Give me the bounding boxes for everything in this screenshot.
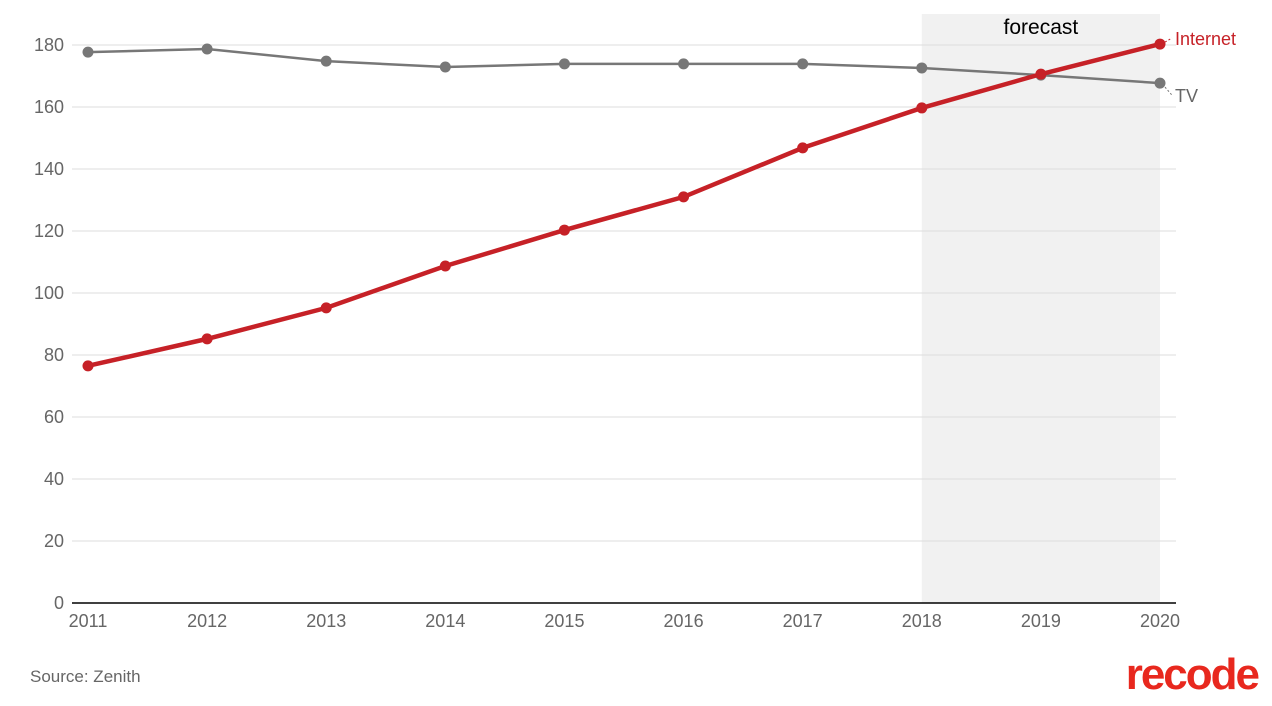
data-point: [797, 142, 809, 154]
data-point: [558, 58, 570, 70]
x-tick-label: 2016: [664, 611, 704, 631]
label-leader: [1164, 37, 1173, 43]
y-tick-label: 100: [34, 283, 64, 303]
data-point: [320, 55, 332, 67]
y-tick-label: 180: [34, 35, 64, 55]
data-point: [797, 58, 809, 70]
y-tick-label: 160: [34, 97, 64, 117]
series-line: [87, 41, 1161, 369]
y-tick-label: 40: [44, 469, 64, 489]
data-point: [558, 224, 570, 236]
data-point: [201, 43, 213, 55]
label-leader: [1164, 86, 1173, 96]
data-point: [1035, 68, 1047, 80]
data-point: [320, 302, 332, 314]
x-tick-label: 2019: [1021, 611, 1061, 631]
data-point: [82, 360, 94, 372]
y-tick-label: 120: [34, 221, 64, 241]
y-tick-label: 60: [44, 407, 64, 427]
x-tick-label: 2011: [69, 611, 108, 631]
x-tick-label: 2017: [783, 611, 823, 631]
data-point: [439, 260, 451, 272]
forecast-region: [921, 14, 1160, 603]
source-note: Source: Zenith: [30, 667, 141, 686]
series-internet: Internet: [82, 29, 1236, 372]
x-tick-label: 2012: [187, 611, 227, 631]
data-point: [916, 62, 928, 74]
data-point: [439, 61, 451, 73]
data-point: [678, 58, 690, 70]
y-tick-label: 80: [44, 345, 64, 365]
data-point: [82, 46, 94, 58]
y-tick-label: 140: [34, 159, 64, 179]
y-tick-label: 0: [54, 593, 64, 613]
x-tick-label: 2014: [425, 611, 465, 631]
x-tick-label: 2018: [902, 611, 942, 631]
x-tick-label: 2015: [544, 611, 584, 631]
y-tick-label: 20: [44, 531, 64, 551]
x-tick-label: 2013: [306, 611, 346, 631]
forecast-label: forecast: [1004, 16, 1079, 39]
data-point: [1154, 77, 1166, 89]
recode-logo: recode: [1126, 650, 1259, 699]
series-label: TV: [1175, 86, 1198, 106]
data-point: [678, 191, 690, 203]
data-point: [1154, 38, 1166, 50]
data-point: [916, 102, 928, 114]
series-line: [87, 47, 1161, 85]
data-point: [201, 333, 213, 345]
x-tick-label: 2020: [1140, 611, 1180, 631]
series-label: Internet: [1175, 29, 1236, 49]
